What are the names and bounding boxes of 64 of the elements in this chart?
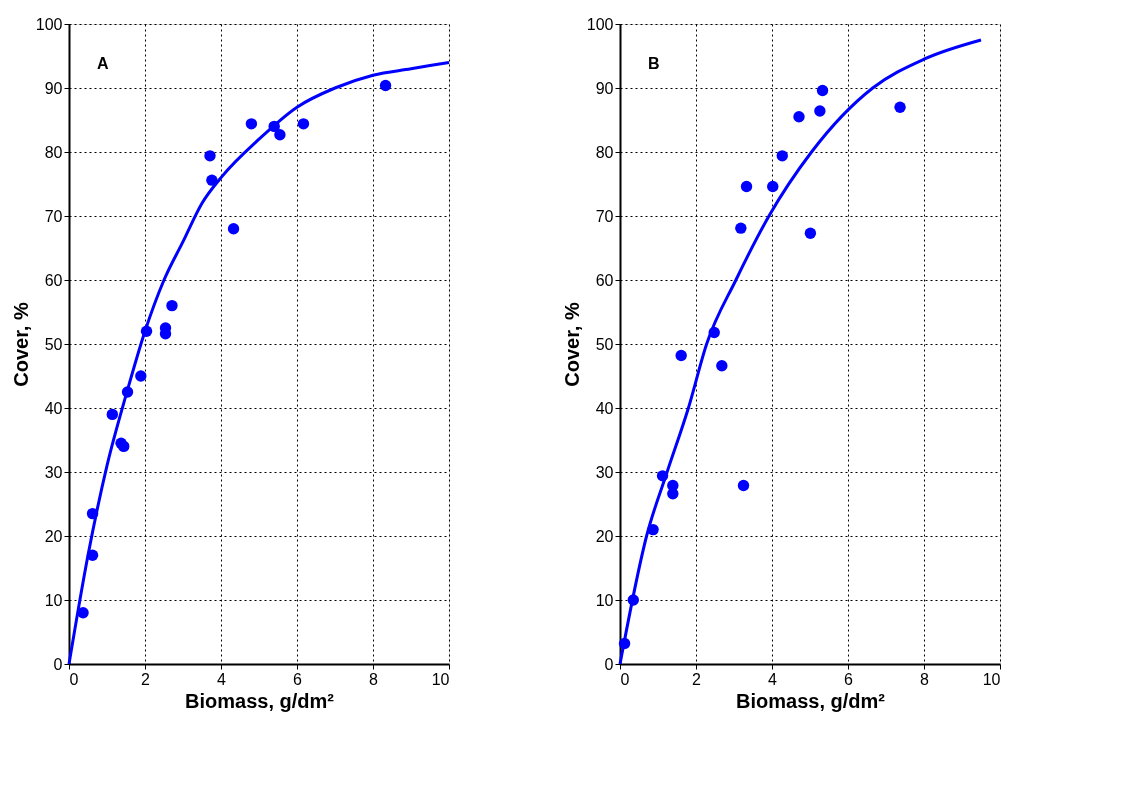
point [814,105,826,117]
annotation: B [648,55,660,72]
point [227,223,240,235]
point [204,150,216,162]
point [106,408,119,421]
y-tick-label: 0 [604,655,614,673]
x-tick-label: 0 [69,670,79,688]
y-tick-label: 60 [44,271,63,289]
y-tick-label: 10 [44,591,63,609]
y-tick-label: 80 [595,143,614,161]
y-tick-label: 40 [595,399,614,417]
x-tick-label: 2 [692,670,702,688]
point [667,488,679,500]
point [675,349,687,362]
point [379,79,392,92]
y-tick-label: 100 [586,15,614,33]
y-tick-label: 20 [595,527,614,545]
point [297,118,310,130]
point [776,150,788,162]
y-tick-label: 100 [35,15,63,33]
annotation: A [97,55,109,72]
point [166,299,178,312]
x-tick-label: 2 [141,670,151,688]
y-tick-label: 0 [53,655,63,673]
point [245,118,258,130]
y-tick-label: 60 [595,271,614,289]
x-tick-label: 6 [293,670,303,688]
y-axis-title: Cover, % [560,302,583,387]
point [274,129,286,141]
x-axis-title: Biomass, g/dm² [185,689,335,712]
x-tick-label: 10 [431,670,450,688]
x-tick-label: 10 [982,670,1001,688]
point [816,84,829,97]
y-tick-label: 30 [44,463,63,481]
y-tick-label: 50 [595,335,614,353]
y-tick-label: 30 [595,463,614,481]
x-tick-label: 6 [844,670,854,688]
point [135,370,147,382]
point [894,101,906,113]
point [793,111,805,123]
y-tick-label: 20 [44,527,63,545]
y-tick-label: 90 [595,79,614,97]
point [737,479,750,492]
line-series [618,38,983,666]
y-tick-label: 70 [44,207,63,225]
y-tick-label: 50 [44,335,63,353]
x-tick-label: 4 [768,670,778,688]
x-axis-title: Biomass, g/dm² [736,689,886,712]
y-tick-label: 80 [44,143,63,161]
x-tick-label: 4 [217,670,227,688]
point [118,440,130,453]
y-tick-label: 10 [595,591,614,609]
x-tick-label: 0 [620,670,630,688]
point [767,180,779,193]
point [740,180,753,193]
point [735,222,747,234]
y-tick-label: 90 [44,79,63,97]
point [804,227,817,239]
y-axis-title: Cover, % [9,302,32,387]
y-tick-label: 70 [595,207,614,225]
x-tick-label: 8 [369,670,379,688]
y-tick-label: 40 [44,399,63,417]
x-tick-label: 8 [920,670,930,688]
point [716,360,728,372]
